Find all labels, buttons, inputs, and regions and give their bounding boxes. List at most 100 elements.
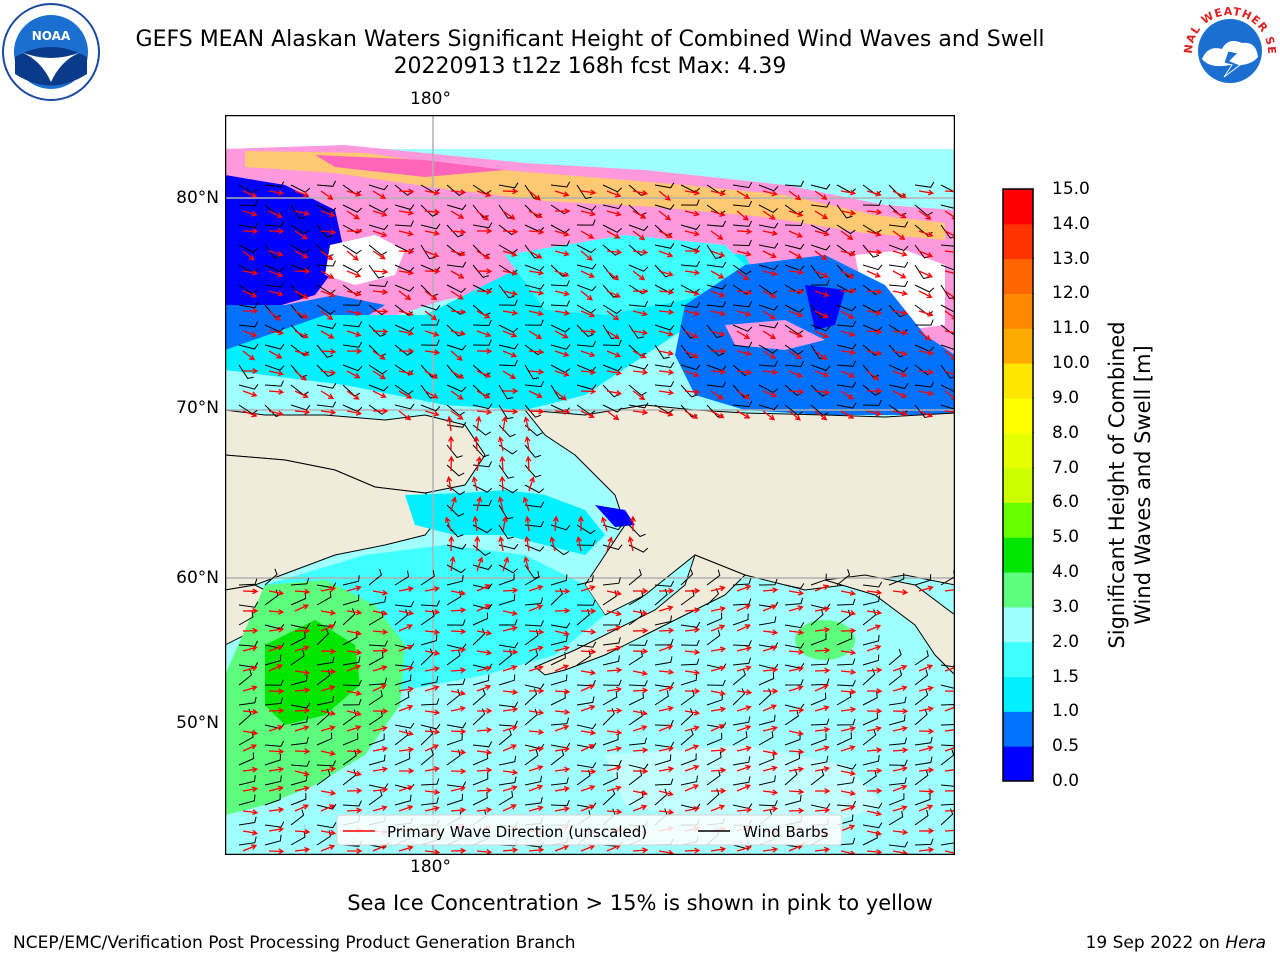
- wave-direction-arrow: [580, 250, 593, 261]
- wave-direction-arrow: [528, 805, 544, 812]
- wave-direction-arrow: [658, 410, 674, 417]
- wave-direction-arrow: [448, 455, 455, 472]
- wind-barb: [784, 679, 804, 686]
- wind-barb: [550, 674, 568, 686]
- wave-direction-arrow: [580, 669, 597, 676]
- wave-direction-arrow: [892, 370, 908, 378]
- wave-direction-arrow: [268, 250, 284, 257]
- wave-direction-arrow: [523, 556, 530, 572]
- wave-direction-arrow: [788, 230, 804, 238]
- wave-direction-arrow: [840, 230, 854, 241]
- wave-direction-arrow: [320, 390, 335, 399]
- wind-barb: [394, 722, 415, 729]
- wave-direction-arrow: [710, 787, 727, 794]
- wind-barb: [680, 753, 697, 766]
- wave-direction-arrow: [840, 189, 857, 196]
- wave-direction-arrow: [866, 249, 883, 256]
- wave-direction-arrow: [450, 210, 465, 219]
- wind-barb: [836, 569, 851, 586]
- wind-barb: [550, 777, 569, 786]
- wind-barb: [732, 776, 751, 786]
- wave-direction-arrow: [476, 190, 492, 198]
- wind-barb: [784, 642, 805, 649]
- wind-barb: [784, 324, 804, 335]
- wind-barb: [862, 199, 882, 206]
- wave-direction-arrow: [424, 208, 441, 215]
- wave-direction-arrow: [320, 250, 334, 261]
- wind-barb: [836, 632, 853, 646]
- wave-direction-arrow: [684, 370, 700, 378]
- wind-barb: [394, 752, 411, 766]
- wave-direction-arrow: [372, 665, 388, 672]
- wave-direction-arrow: [892, 708, 909, 715]
- wave-direction-arrow: [320, 210, 336, 218]
- wind-barb: [420, 778, 440, 786]
- wind-barb: [498, 619, 518, 626]
- wind-barb: [680, 199, 700, 206]
- wave-direction-arrow: [710, 210, 726, 217]
- wind-barb: [524, 404, 542, 418]
- wind-barb: [446, 484, 466, 496]
- wave-direction-arrow: [658, 210, 672, 221]
- wave-direction-arrow: [242, 844, 258, 852]
- wave-direction-arrow: [268, 388, 285, 395]
- wave-direction-arrow: [476, 787, 493, 794]
- wind-barb: [472, 583, 493, 590]
- wind-barb: [940, 264, 955, 271]
- wave-direction-arrow: [788, 310, 804, 318]
- wave-direction-arrow: [372, 308, 389, 315]
- wave-direction-arrow: [524, 535, 531, 552]
- wind-barb: [888, 404, 908, 415]
- wave-direction-arrow: [268, 724, 284, 732]
- wave-direction-arrow: [528, 348, 545, 355]
- wave-direction-arrow: [528, 228, 545, 235]
- wave-direction-arrow: [372, 746, 389, 752]
- wave-direction-arrow: [710, 724, 725, 732]
- wind-barb: [264, 740, 285, 747]
- wave-direction-arrow: [814, 330, 829, 338]
- wind-barb: [784, 733, 801, 746]
- colorbar-tick-label: 0.5: [1052, 736, 1080, 757]
- wave-direction-arrow: [554, 645, 570, 652]
- wave-direction-arrow: [554, 746, 571, 753]
- wave-direction-arrow: [684, 388, 701, 395]
- wave-direction-arrow: [710, 606, 727, 612]
- wave-direction-arrow: [606, 667, 623, 674]
- wind-barb: [524, 284, 545, 290]
- wave-direction-arrow: [814, 210, 829, 220]
- wind-barb: [940, 684, 955, 690]
- wave-direction-arrow: [606, 249, 623, 256]
- wind-barb: [654, 690, 669, 706]
- wave-direction-arrow: [918, 767, 935, 774]
- wind-barb: [940, 244, 955, 247]
- wave-direction-arrow: [294, 310, 309, 319]
- wave-direction-arrow: [788, 730, 805, 737]
- wind-barb: [888, 810, 904, 826]
- national-weather-service-logo: NATIONAL WEATHER SERVICE: [1180, 1, 1278, 99]
- wind-barb: [420, 204, 439, 217]
- wave-direction-arrow: [450, 496, 457, 512]
- wind-barb: [654, 362, 675, 369]
- wind-barb: [550, 240, 570, 247]
- wind-barb: [914, 650, 929, 666]
- wind-barb: [264, 304, 282, 318]
- wind-barb: [550, 181, 571, 188]
- wind-barb: [420, 797, 439, 806]
- wind-barb: [706, 629, 721, 646]
- wave-direction-arrow: [918, 664, 934, 672]
- wind-barb: [290, 224, 310, 235]
- wave-direction-arrow: [918, 585, 934, 592]
- wind-barb: [316, 304, 336, 315]
- wind-barb: [680, 775, 698, 786]
- wave-direction-arrow: [632, 670, 649, 677]
- wave-direction-arrow: [632, 710, 649, 716]
- wave-direction-arrow: [606, 310, 620, 321]
- wave-direction-arrow: [268, 644, 284, 652]
- wave-direction-arrow: [736, 604, 752, 612]
- wave-direction-arrow: [632, 390, 646, 401]
- wave-direction-arrow: [242, 809, 259, 816]
- wave-direction-arrow: [320, 804, 336, 812]
- wind-barb: [238, 601, 259, 608]
- wind-barb: [550, 651, 566, 666]
- wind-barb: [706, 261, 727, 268]
